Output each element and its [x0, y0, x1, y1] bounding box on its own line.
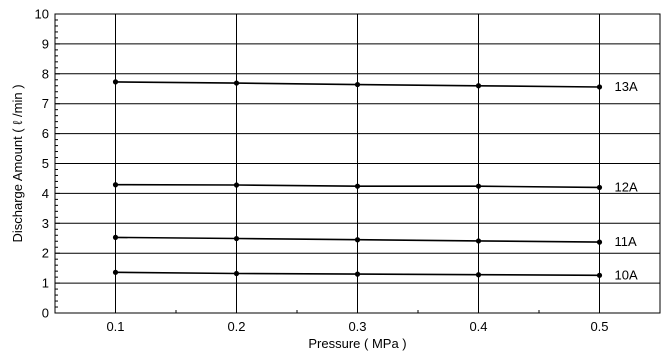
series-13A: 13A	[112, 79, 638, 94]
series-12A: 12A	[112, 179, 638, 194]
series-label: 12A	[615, 179, 638, 194]
series-label: 10A	[615, 267, 638, 282]
x-tick-label: 0.1	[106, 319, 124, 334]
data-point	[596, 84, 603, 90]
y-tick-label: 0	[42, 306, 49, 321]
data-point	[354, 271, 361, 277]
data-point	[596, 239, 603, 245]
series-label: 13A	[615, 79, 638, 94]
y-tick-labels: 0 1 2 3 4 5 6 7 8 9 10	[35, 7, 49, 321]
y-tick-label: 1	[42, 276, 49, 291]
data-point	[475, 238, 482, 244]
data-point	[354, 183, 361, 189]
grid	[55, 14, 660, 313]
x-tick-label: 0.4	[469, 319, 487, 334]
x-axis-title: Pressure ( MPa )	[308, 336, 406, 351]
y-tick-label: 4	[42, 186, 49, 201]
data-point	[596, 272, 603, 278]
data-point	[354, 237, 361, 243]
x-tick-labels: 0.1 0.2 0.3 0.4 0.5	[106, 319, 608, 334]
series-label: 11A	[615, 234, 637, 249]
data-point	[112, 234, 119, 240]
data-point	[233, 80, 240, 86]
x-tick-label: 0.3	[348, 319, 366, 334]
data-point	[475, 183, 482, 189]
y-tick-label: 2	[42, 246, 49, 261]
data-point	[233, 270, 240, 277]
data-point	[112, 269, 119, 275]
data-point	[354, 81, 361, 88]
data-point	[112, 182, 119, 188]
y-tick-label: 9	[42, 36, 49, 51]
data-point	[233, 182, 240, 188]
data-point	[112, 79, 119, 85]
data-point	[475, 272, 482, 278]
data-point	[596, 184, 603, 191]
y-tick-label: 8	[42, 66, 49, 81]
y-tick-label: 6	[42, 126, 49, 141]
x-tick-label: 0.5	[590, 319, 608, 334]
data-point	[233, 235, 240, 242]
y-tick-label: 5	[42, 156, 49, 171]
y-axis-title: Discharge Amount ( ℓ /min )	[10, 84, 25, 242]
y-tick-label: 10	[35, 7, 49, 22]
y-tick-label: 3	[42, 216, 49, 231]
axis-ticks	[55, 13, 600, 314]
series-10A: 10A	[112, 267, 638, 282]
series-11A: 11A	[112, 234, 637, 249]
data-point	[475, 83, 482, 89]
x-tick-label: 0.2	[227, 319, 245, 334]
series-group: 13A 12A 11A 10A	[112, 79, 638, 282]
y-tick-label: 7	[42, 96, 49, 111]
